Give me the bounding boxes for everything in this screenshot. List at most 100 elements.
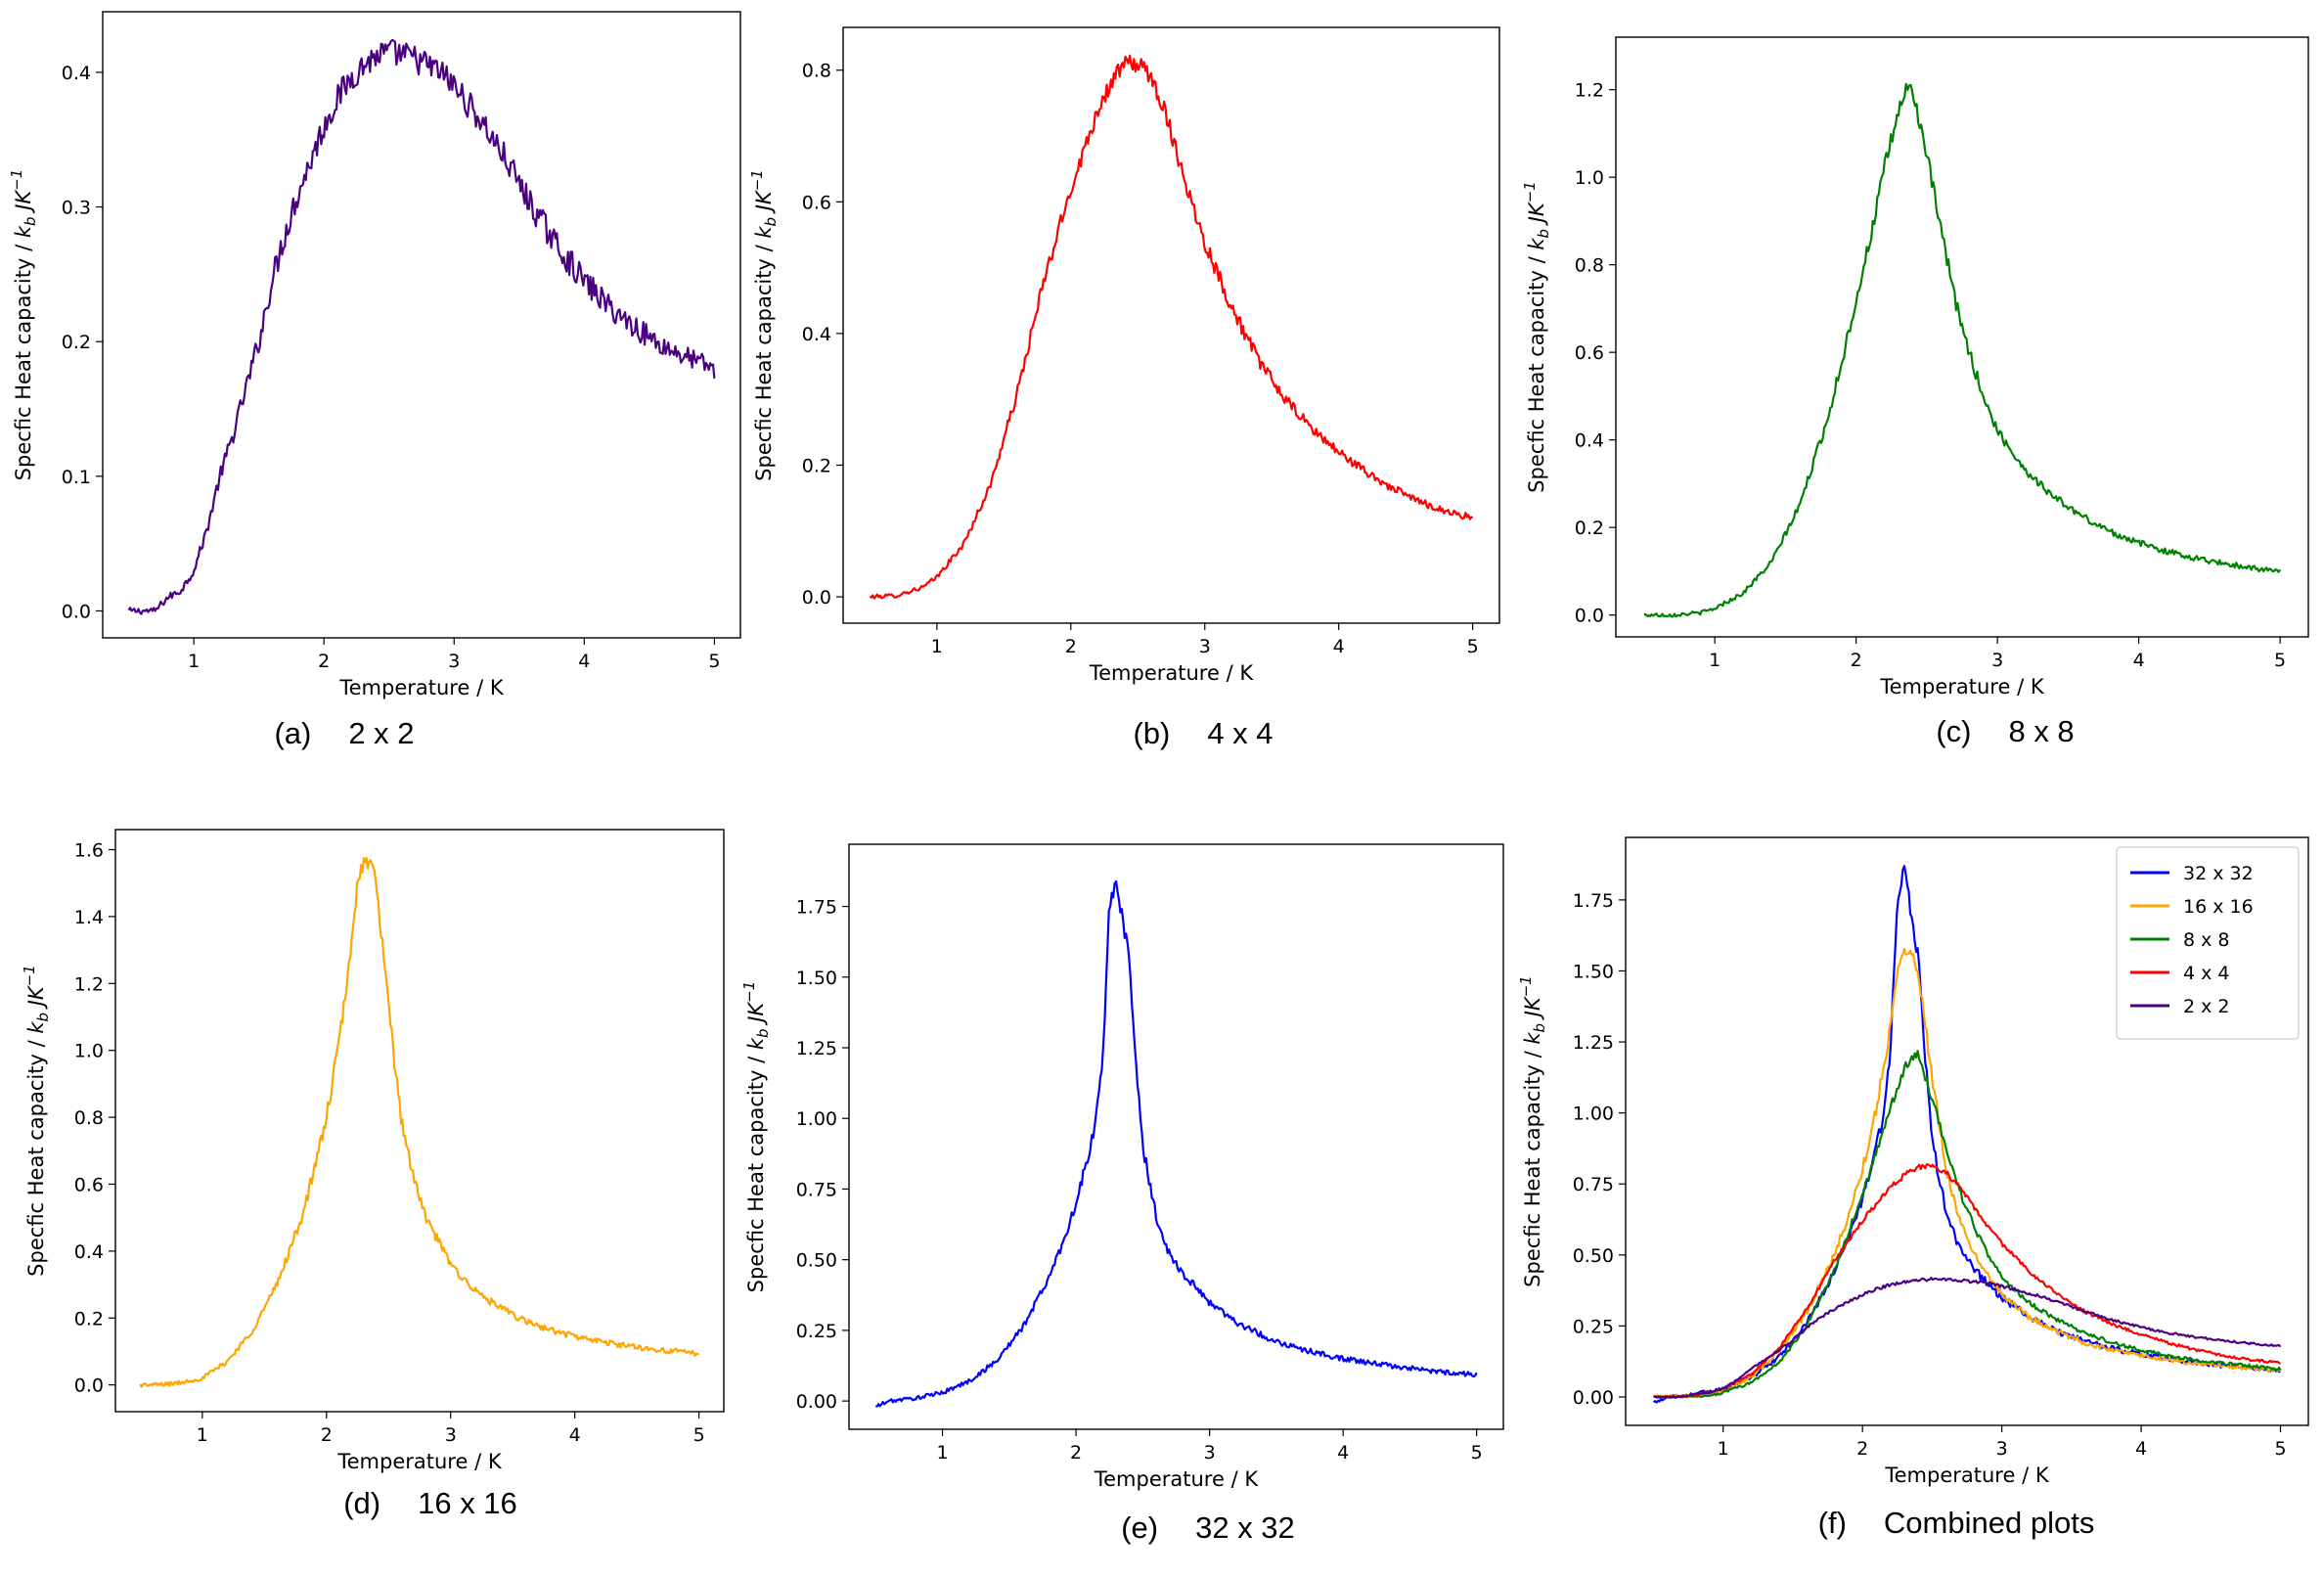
legend-label: 32 x 32: [2183, 863, 2254, 884]
series-line-32x32: [1652, 865, 2281, 1404]
panel-caption: (a) 2 x 2: [274, 716, 414, 750]
y-axis-label: Specfic Heat capacity / kb JK−1: [21, 965, 52, 1277]
y-tick-label: 1.00: [796, 1108, 837, 1130]
x-axis-label: Temperature / K: [1879, 675, 2044, 698]
x-tick-label: 1: [197, 1424, 208, 1446]
chart-panel-e: 1 2 3 4 5 0.00 0.25 0.50 0.75 1.00 1.25 1.50 1.75 Tem…: [740, 843, 1504, 1545]
y-tick-label: 0.2: [802, 455, 831, 476]
x-tick-label: 1: [931, 636, 943, 657]
x-tick-label: 5: [2274, 1438, 2286, 1460]
series-line-16x16: [1653, 947, 2282, 1400]
legend-label: 2 x 2: [2183, 996, 2230, 1017]
series-line-4x4: [1653, 1163, 2282, 1399]
y-tick-label: 0.2: [1575, 518, 1604, 539]
axes-frame: [842, 26, 1500, 624]
y-tick-label: 1.75: [796, 897, 837, 919]
x-tick-label: 5: [1471, 1442, 1483, 1464]
series-line-16x16: [139, 856, 699, 1388]
panel-caption: (f) Combined plots: [1818, 1506, 2095, 1540]
panel-caption: (d) 16 x 16: [343, 1486, 517, 1520]
y-tick-label: 0.25: [796, 1321, 837, 1342]
x-tick-label: 1: [937, 1442, 949, 1464]
y-tick-label: 0.4: [802, 324, 831, 345]
y-tick-label: 0.4: [62, 63, 91, 84]
x-tick-label: 4: [1333, 636, 1345, 657]
x-tick-label: 5: [708, 651, 720, 672]
x-axis-label: Temperature / K: [338, 676, 504, 699]
y-tick-label: 0.00: [1573, 1387, 1614, 1409]
y-tick-label: 0.25: [1573, 1316, 1614, 1337]
y-axis-label: Specfic Heat capacity / kb JK−1: [748, 169, 780, 481]
chart-panel-f: 1 2 3 4 5 0.00 0.25 0.50 0.75 1.00 1.25 1.50 1.75 Tem…: [1517, 836, 2309, 1540]
series-line-2x2: [127, 38, 716, 615]
x-tick-label: 1: [1718, 1438, 1729, 1460]
series-line-32x32: [875, 879, 1478, 1408]
x-tick-label: 2: [1070, 1442, 1082, 1464]
x-axis-label: Temperature / K: [1094, 1467, 1259, 1491]
y-tick-label: 1.25: [796, 1038, 837, 1059]
x-tick-label: 3: [448, 651, 460, 672]
y-tick-label: 0.50: [796, 1250, 837, 1272]
x-tick-label: 3: [1199, 636, 1211, 657]
y-tick-label: 0.0: [74, 1375, 104, 1397]
y-tick-label: 0.6: [1575, 342, 1604, 364]
y-tick-label: 1.2: [1575, 80, 1604, 102]
y-tick-label: 0.75: [796, 1179, 837, 1200]
y-axis-label: Specfic Heat capacity / kb JK−1: [1517, 975, 1548, 1287]
y-tick-label: 0.2: [74, 1308, 104, 1329]
x-tick-label: 4: [569, 1424, 581, 1446]
y-tick-label: 0.0: [802, 587, 831, 608]
y-tick-label: 1.6: [74, 840, 104, 862]
x-tick-label: 3: [445, 1424, 457, 1446]
y-tick-label: 1.0: [1575, 167, 1604, 189]
x-tick-label: 4: [578, 651, 590, 672]
series-line-4x4: [869, 54, 1474, 600]
y-tick-label: 1.0: [74, 1041, 104, 1062]
y-axis-label: Specfic Heat capacity / kb JK−1: [8, 169, 39, 481]
x-tick-label: 2: [321, 1424, 333, 1446]
y-tick-label: 0.2: [62, 332, 91, 353]
y-tick-label: 0.1: [62, 467, 91, 488]
axes-frame: [114, 829, 725, 1413]
panel-caption: (c) 8 x 8: [1936, 714, 2074, 748]
axes-frame: [102, 11, 741, 639]
x-axis-label: Temperature / K: [1089, 661, 1254, 685]
x-tick-label: 2: [1851, 650, 1862, 671]
series-line-2x2: [1653, 1277, 2282, 1399]
x-tick-label: 1: [188, 651, 200, 672]
series-line-8x8: [1643, 82, 2282, 618]
x-tick-label: 3: [1991, 650, 2003, 671]
y-tick-label: 1.75: [1573, 890, 1614, 912]
y-tick-label: 1.50: [796, 968, 837, 989]
x-tick-label: 2: [1856, 1438, 1868, 1460]
axes-frame: [1625, 836, 2309, 1426]
x-tick-label: 5: [2274, 650, 2286, 671]
series-line-8x8: [1653, 1050, 2282, 1400]
x-tick-label: 3: [1204, 1442, 1216, 1464]
legend-frame: [2116, 846, 2300, 1040]
y-tick-label: 1.00: [1573, 1104, 1614, 1125]
x-tick-label: 5: [693, 1424, 705, 1446]
x-tick-label: 1: [1709, 650, 1721, 671]
legend: 32 x 32 16 x 16 8 x 8 4 x 4 2 x 2: [2116, 846, 2300, 1040]
y-tick-label: 0.0: [62, 601, 91, 622]
x-tick-label: 5: [1467, 636, 1479, 657]
axes-frame: [848, 843, 1504, 1430]
chart-panel-d: 1 2 3 4 5 0.0 0.2 0.4 0.6 0.8 1.0 1.2 1.4 1.6 Temperat…: [21, 829, 725, 1520]
x-tick-label: 2: [318, 651, 330, 672]
y-axis-label: Specfic Heat capacity / kb JK−1: [740, 981, 772, 1293]
y-tick-label: 1.2: [74, 973, 104, 995]
legend-label: 8 x 8: [2183, 929, 2230, 951]
y-tick-label: 0.3: [62, 198, 91, 219]
y-tick-label: 0.4: [74, 1241, 104, 1263]
y-tick-label: 0.8: [1575, 255, 1604, 277]
y-tick-label: 0.0: [1575, 606, 1604, 627]
y-tick-label: 0.6: [74, 1174, 104, 1195]
chart-panel-a: 1 2 3 4 5 0.0 0.1 0.2 0.3 0.4 Temperature / K Specf…: [8, 11, 741, 750]
panel-caption: (e) 32 x 32: [1121, 1510, 1295, 1545]
y-tick-label: 0.4: [1575, 430, 1604, 452]
y-tick-label: 0.00: [796, 1391, 837, 1413]
y-tick-label: 0.50: [1573, 1245, 1614, 1267]
panel-caption: (b) 4 x 4: [1133, 716, 1273, 750]
